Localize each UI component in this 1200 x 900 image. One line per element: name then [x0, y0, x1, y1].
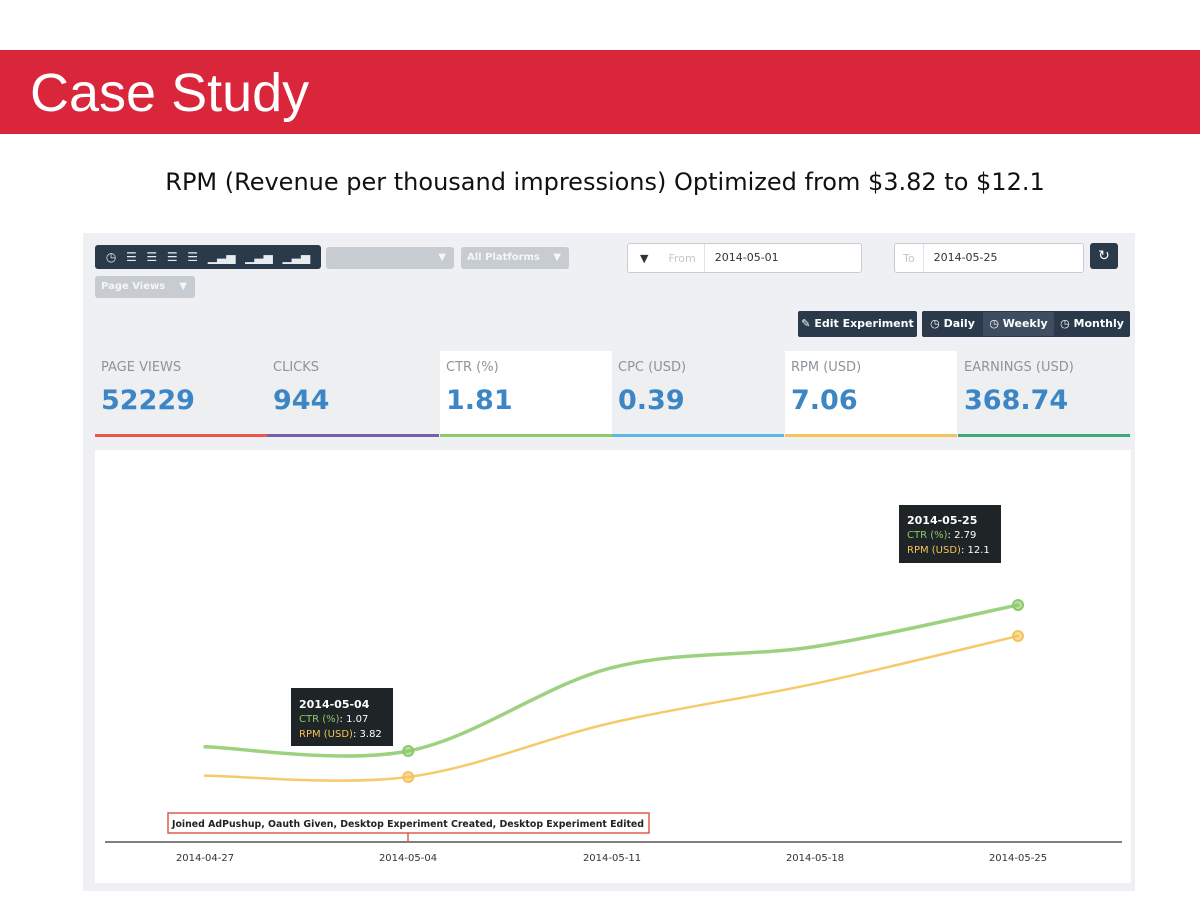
weekly-button[interactable]: ◷ Weekly: [983, 312, 1054, 336]
to-label: To: [903, 251, 915, 265]
stat-label: PAGE VIEWS: [101, 360, 182, 375]
stat-value: 52229: [101, 385, 195, 416]
stat-value: 368.74: [964, 385, 1069, 416]
bar-chart-icon[interactable]: ▁▃▅: [207, 250, 236, 264]
series-line-ctr: [203, 603, 1020, 758]
refresh-button[interactable]: ↻: [1090, 243, 1118, 269]
stat-card-earnings[interactable]: EARNINGS (USD) 368.74: [958, 351, 1130, 437]
tooltip-date: 2014-05-04: [299, 698, 370, 711]
data-point-ctr[interactable]: [402, 745, 415, 757]
stat-label: CPC (USD): [618, 360, 687, 375]
stat-value: 1.81: [446, 385, 513, 416]
tooltip-rpm-line: RPM (USD): 3.82: [299, 729, 382, 740]
tooltip-ctr-label: CTR (%): [299, 714, 340, 725]
slide-title: Case Study: [30, 63, 310, 123]
bar-chart-icon[interactable]: ▁▃▅: [282, 250, 311, 264]
caret-down-icon: ▼: [553, 252, 561, 263]
stat-label: RPM (USD): [791, 360, 862, 375]
stat-value: 7.06: [791, 385, 858, 416]
caret-down-icon: ▼: [179, 281, 187, 292]
list-icon[interactable]: ☰: [187, 250, 199, 264]
from-value: 2014-05-01: [703, 244, 779, 272]
tooltip-rpm-value: 12.1: [968, 545, 990, 556]
slide-subtitle: RPM (Revenue per thousand impressions) O…: [165, 168, 1045, 196]
clock-icon: ◷: [1060, 317, 1070, 330]
tooltip-ctr-value: 2.79: [954, 530, 976, 541]
x-tick-label: 2014-04-27: [176, 853, 234, 864]
tooltip-rpm-label: RPM (USD): [907, 545, 961, 556]
stat-card-page-views[interactable]: PAGE VIEWS 52229: [95, 351, 267, 437]
tooltip-2014-05-25: 2014-05-25 CTR (%): 2.79 RPM (USD): 12.1: [899, 505, 1001, 563]
metric-dropdown[interactable]: Page Views ▼: [95, 276, 195, 298]
tooltip-ctr-line: CTR (%): 1.07: [299, 714, 368, 725]
stat-value: 944: [273, 385, 330, 416]
stat-value: 0.39: [618, 385, 685, 416]
view-icon-bar: ◷ ☰ ☰ ☰ ☰ ▁▃▅ ▁▃▅ ▁▃▅: [95, 245, 321, 269]
tooltip-rpm-value: 3.82: [360, 729, 382, 740]
stat-card-rpm[interactable]: RPM (USD) 7.06: [785, 351, 957, 437]
stat-card-ctr[interactable]: CTR (%) 1.81: [440, 351, 612, 437]
caret-down-icon[interactable]: ▼: [640, 251, 649, 265]
caret-down-icon: ▼: [438, 252, 446, 263]
series-line-rpm: [203, 634, 1020, 782]
list-icon[interactable]: ☰: [125, 250, 137, 264]
stat-card-cpc[interactable]: CPC (USD) 0.39: [612, 351, 784, 437]
tooltip-rpm-label: RPM (USD): [299, 729, 353, 740]
tooltip-ctr-line: CTR (%): 2.79: [907, 530, 976, 541]
from-date-field[interactable]: ▼ From 2014-05-01: [627, 243, 862, 273]
stat-label: CTR (%): [446, 360, 499, 375]
list-icon[interactable]: ☰: [146, 250, 158, 264]
stat-label: EARNINGS (USD): [964, 360, 1074, 375]
tooltip-rpm-line: RPM (USD): 12.1: [907, 545, 990, 556]
clock-icon[interactable]: ◷: [105, 250, 117, 264]
platform-dropdown[interactable]: All Platforms ▼: [461, 247, 569, 269]
event-annotation[interactable]: Joined AdPushup, Oauth Given, Desktop Ex…: [167, 812, 650, 842]
x-tick-label: 2014-05-18: [786, 853, 844, 864]
stat-label: CLICKS: [273, 360, 320, 375]
to-date-field[interactable]: To 2014-05-25: [894, 243, 1084, 273]
from-label: From: [668, 251, 696, 265]
edit-icon: ✎: [801, 317, 811, 330]
data-point-rpm[interactable]: [1012, 630, 1024, 642]
daily-button[interactable]: ◷ Daily: [924, 312, 981, 336]
clock-icon: ◷: [930, 317, 940, 330]
list-icon[interactable]: ☰: [166, 250, 178, 264]
tooltip-2014-05-04: 2014-05-04 CTR (%): 1.07 RPM (USD): 3.82: [291, 688, 393, 746]
x-tick-label: 2014-05-25: [989, 853, 1047, 864]
annotation-text: Joined AdPushup, Oauth Given, Desktop Ex…: [171, 819, 644, 830]
edit-experiment-button[interactable]: ✎ Edit Experiment: [798, 311, 917, 337]
stat-card-clicks[interactable]: CLICKS 944: [267, 351, 439, 437]
data-point-ctr[interactable]: [1012, 599, 1024, 611]
site-dropdown[interactable]: ▼: [326, 247, 454, 269]
to-value: 2014-05-25: [922, 244, 998, 272]
refresh-icon: ↻: [1098, 248, 1110, 264]
data-point-rpm[interactable]: [402, 771, 415, 783]
title-banner: [0, 50, 1200, 134]
x-tick-label: 2014-05-11: [583, 853, 641, 864]
x-tick-label: 2014-05-04: [379, 853, 437, 864]
monthly-button[interactable]: ◷ Monthly: [1056, 312, 1128, 336]
tooltip-ctr-label: CTR (%): [907, 530, 948, 541]
bar-chart-icon[interactable]: ▁▃▅: [245, 250, 273, 264]
clock-icon: ◷: [989, 317, 999, 330]
tooltip-date: 2014-05-25: [907, 514, 977, 527]
tooltip-ctr-value: 1.07: [346, 714, 368, 725]
